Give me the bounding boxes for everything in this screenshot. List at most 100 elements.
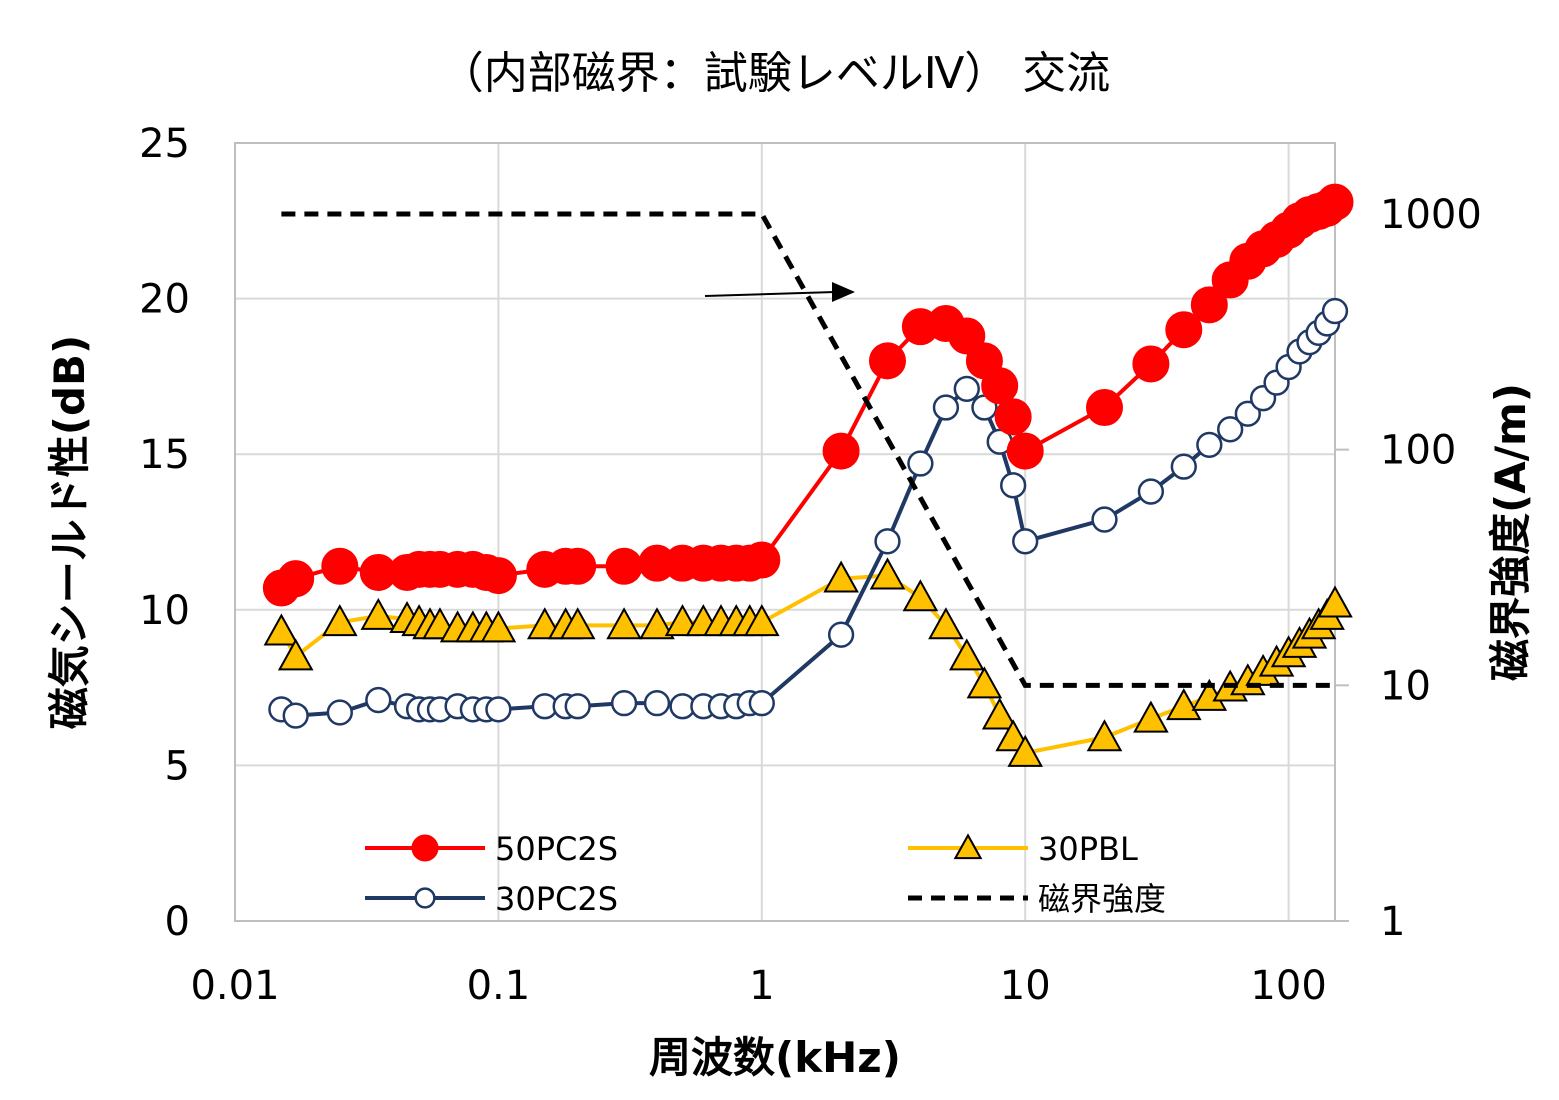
data-point: [994, 398, 1032, 436]
legend-label: 磁界強度: [1038, 880, 1166, 918]
data-point: [953, 375, 980, 402]
data-point: [869, 557, 906, 590]
y-axis-label: 磁気シールド性(dB): [45, 335, 94, 729]
data-point: [277, 560, 315, 598]
data-point: [564, 693, 591, 720]
y2-tick-label: 10: [1380, 663, 1431, 709]
y2-axis-label: 磁界強度(A/m): [1486, 383, 1535, 681]
legend-marker: [414, 887, 436, 909]
y2-tick-label: 1: [1380, 899, 1405, 945]
y-tick-label: 10: [139, 588, 190, 634]
x-tick-label: 0.1: [467, 963, 531, 1009]
series-line: [281, 211, 1335, 688]
data-point: [1086, 389, 1124, 427]
data-point: [868, 342, 906, 380]
data-point: [1316, 183, 1354, 221]
data-point: [1217, 416, 1244, 443]
data-point: [822, 432, 860, 470]
data-point: [932, 394, 960, 421]
data-point: [263, 613, 300, 646]
data-point: [874, 528, 901, 555]
legend-label: 30PC2S: [495, 880, 618, 918]
data-point: [1133, 700, 1169, 733]
data-point: [321, 547, 359, 585]
data-point: [1234, 400, 1261, 427]
legend-marker: [953, 833, 983, 860]
data-point: [1091, 506, 1118, 533]
data-point: [827, 621, 855, 648]
y2-tick-label: 1000: [1380, 192, 1482, 238]
data-point: [981, 697, 1018, 730]
data-point: [639, 607, 675, 640]
legend-label: 50PC2S: [495, 830, 618, 868]
data-point: [480, 610, 517, 643]
data-point: [605, 547, 643, 585]
y-tick-label: 25: [139, 121, 190, 167]
data-point: [748, 690, 775, 717]
series-line: [280, 309, 1337, 718]
data-point: [1132, 345, 1170, 383]
legend-marker: [411, 834, 439, 862]
data-point: [485, 696, 512, 723]
data-point: [744, 604, 780, 637]
series-line: [280, 200, 1337, 590]
data-point: [606, 607, 642, 640]
data-point: [1012, 528, 1039, 555]
legend-item: 30PC2S: [365, 880, 618, 918]
data-point: [966, 666, 1003, 699]
y-tick-label: 20: [139, 277, 190, 323]
data-point: [981, 367, 1019, 405]
data-point: [902, 579, 939, 612]
data-point: [322, 604, 358, 637]
data-point: [1321, 297, 1349, 325]
x-tick-label: 10: [1000, 963, 1051, 1009]
y-tick-label: 15: [139, 432, 190, 478]
data-point: [282, 702, 309, 729]
y2-ticks: 1 10 100 1000: [1335, 192, 1482, 945]
data-point: [1196, 431, 1223, 459]
data-point: [326, 699, 353, 726]
legend: 50PC2S 30PBL 30PC2S 磁界強度: [365, 830, 1166, 918]
x-tick-label: 100: [1250, 963, 1326, 1009]
y-tick-label: 0: [165, 899, 190, 945]
series-磁界強度: [281, 211, 1335, 688]
data-point: [365, 686, 392, 714]
chart-title: （内部磁界：試験レベルⅣ） 交流: [440, 48, 1111, 99]
series-30PBL: [263, 557, 1353, 767]
data-point: [1006, 432, 1044, 470]
data-point: [928, 607, 964, 640]
legend-item: 磁界強度: [908, 880, 1166, 918]
legend-item: 50PC2S: [365, 830, 618, 868]
data-point: [559, 547, 597, 585]
series-50PC2S: [262, 183, 1354, 607]
data-point: [1317, 585, 1353, 618]
data-point: [1137, 478, 1165, 505]
data-point: [1000, 472, 1027, 499]
data-point: [743, 541, 781, 579]
x-tick-label: 0.01: [190, 963, 279, 1009]
legend-item: 30PBL: [908, 830, 1138, 868]
data-point: [948, 638, 985, 671]
data-point: [643, 690, 671, 717]
data-point: [360, 597, 397, 630]
annotation-arrow: [704, 282, 855, 302]
data-point: [479, 557, 517, 595]
data-point: [559, 607, 596, 640]
series-30PC2S: [268, 297, 1349, 729]
legend-label: 30PBL: [1038, 830, 1138, 868]
data-point: [1007, 734, 1044, 767]
data-point: [907, 450, 934, 477]
data-point: [1170, 453, 1197, 480]
series-layer: [262, 183, 1354, 767]
data-point: [1165, 688, 1202, 721]
x-tick-label: 1: [749, 963, 774, 1009]
x-axis-label: 周波数(kHz): [649, 1033, 901, 1082]
data-point: [610, 690, 638, 717]
y-ticks: 0 5 10 15 20 25: [139, 121, 190, 945]
y2-tick-label: 100: [1380, 428, 1456, 474]
data-point: [823, 560, 859, 593]
y-tick-label: 5: [165, 743, 190, 789]
data-point: [1165, 311, 1203, 349]
data-point: [1086, 719, 1123, 752]
